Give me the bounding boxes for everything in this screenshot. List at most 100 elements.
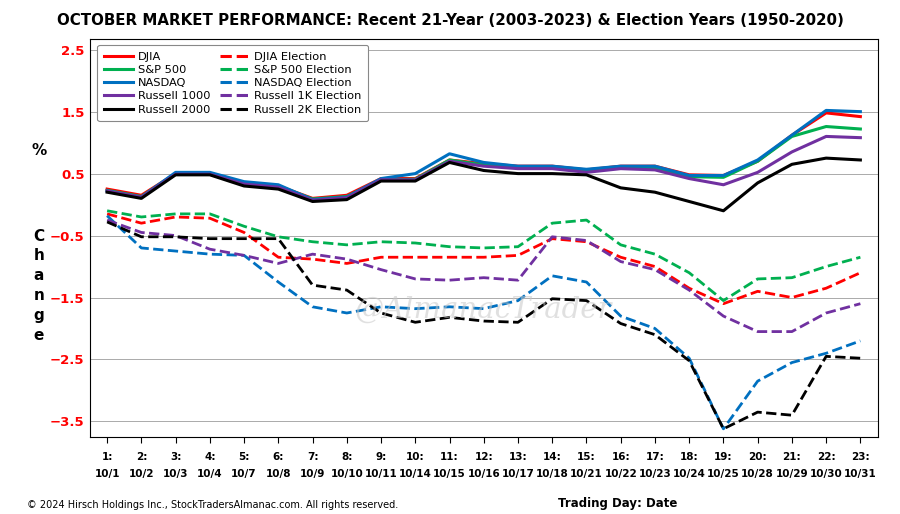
S&P 500 xyxy=(410,176,420,182)
S&P 500 Election xyxy=(273,234,284,240)
Text: 20:: 20: xyxy=(749,452,767,462)
NASDAQ Election xyxy=(273,279,284,285)
S&P 500 xyxy=(479,162,490,168)
S&P 500 Election xyxy=(238,223,249,229)
NASDAQ xyxy=(341,194,352,200)
Russell 1K Election xyxy=(170,232,181,238)
DJIA Election xyxy=(204,215,215,222)
Russell 2K Election xyxy=(547,296,558,302)
NASDAQ xyxy=(718,172,729,178)
NASDAQ xyxy=(684,172,695,178)
Text: 10/14: 10/14 xyxy=(399,469,432,479)
DJIA xyxy=(410,175,420,181)
Russell 1000 xyxy=(787,149,797,155)
S&P 500 xyxy=(375,177,386,183)
S&P 500 Election xyxy=(375,238,386,245)
Russell 2K Election xyxy=(273,235,284,242)
Text: 10/16: 10/16 xyxy=(467,469,500,479)
Text: 22:: 22: xyxy=(817,452,835,462)
NASDAQ Election xyxy=(238,252,249,259)
NASDAQ xyxy=(787,132,797,138)
Russell 1K Election xyxy=(307,251,318,257)
Russell 2K Election xyxy=(684,358,695,364)
S&P 500 Election xyxy=(547,220,558,226)
Text: 10/23: 10/23 xyxy=(639,469,671,479)
Russell 2K Election xyxy=(718,426,729,432)
Line: NASDAQ: NASDAQ xyxy=(107,111,860,199)
S&P 500 Election xyxy=(855,254,866,260)
DJIA xyxy=(650,163,661,169)
Russell 1K Election xyxy=(444,277,454,283)
S&P 500 Election xyxy=(170,211,181,217)
Line: Russell 1000: Russell 1000 xyxy=(107,136,860,200)
S&P 500 Election xyxy=(341,242,352,248)
DJIA Election xyxy=(547,235,558,242)
DJIA Election xyxy=(273,254,284,260)
S&P 500 Election xyxy=(821,264,832,270)
Russell 1K Election xyxy=(616,259,626,265)
Text: 6:: 6: xyxy=(273,452,284,462)
NASDAQ Election xyxy=(341,310,352,316)
S&P 500 xyxy=(170,171,181,177)
Russell 1000 xyxy=(855,135,866,141)
Russell 1K Election xyxy=(273,261,284,267)
Text: 1:: 1: xyxy=(102,452,112,462)
NASDAQ Election xyxy=(410,306,420,312)
Text: %: % xyxy=(32,142,47,158)
S&P 500 xyxy=(752,158,763,164)
S&P 500 Election xyxy=(684,270,695,276)
Text: 10/28: 10/28 xyxy=(742,469,774,479)
Russell 2000 xyxy=(616,185,626,191)
Russell 1000 xyxy=(238,181,249,187)
DJIA Election xyxy=(341,261,352,267)
Text: @AlmanacTrader: @AlmanacTrader xyxy=(356,296,612,323)
Text: 10/8: 10/8 xyxy=(266,469,291,479)
Russell 1K Election xyxy=(650,267,661,273)
S&P 500 Election xyxy=(787,274,797,281)
NASDAQ xyxy=(273,181,284,188)
Russell 1000 xyxy=(547,166,558,172)
Text: 10/3: 10/3 xyxy=(163,469,188,479)
DJIA Election xyxy=(684,285,695,291)
DJIA Election xyxy=(102,211,112,217)
Line: DJIA Election: DJIA Election xyxy=(107,214,860,304)
Russell 1000 xyxy=(752,169,763,175)
S&P 500 xyxy=(273,183,284,189)
DJIA Election xyxy=(513,252,524,259)
S&P 500 Election xyxy=(752,276,763,282)
Russell 2000 xyxy=(273,186,284,192)
Russell 2000 xyxy=(684,198,695,205)
NASDAQ xyxy=(581,166,592,172)
Russell 2000 xyxy=(341,196,352,203)
NASDAQ xyxy=(616,163,626,169)
Russell 2000 xyxy=(513,171,524,177)
S&P 500 xyxy=(616,164,626,171)
Line: Russell 2K Election: Russell 2K Election xyxy=(107,222,860,429)
S&P 500 xyxy=(855,126,866,132)
S&P 500 xyxy=(787,133,797,139)
S&P 500 xyxy=(547,164,558,171)
Russell 1K Election xyxy=(479,274,490,281)
DJIA xyxy=(273,183,284,189)
NASDAQ xyxy=(307,196,318,203)
Russell 2K Election xyxy=(170,234,181,240)
Russell 1K Election xyxy=(752,328,763,335)
Russell 1000 xyxy=(581,169,592,175)
S&P 500 Election xyxy=(307,238,318,245)
Text: 10/18: 10/18 xyxy=(536,469,569,479)
Russell 1000 xyxy=(821,133,832,139)
Russell 2000 xyxy=(752,180,763,186)
DJIA xyxy=(102,186,112,192)
DJIA Election xyxy=(307,256,318,262)
Russell 1000 xyxy=(479,163,490,169)
Russell 2000 xyxy=(102,189,112,195)
S&P 500 Election xyxy=(136,214,147,220)
Text: Trading Day: Date: Trading Day: Date xyxy=(558,497,678,510)
DJIA xyxy=(479,160,490,167)
Russell 2K Election xyxy=(444,314,454,320)
DJIA Election xyxy=(479,254,490,260)
DJIA Election xyxy=(616,254,626,260)
Russell 2K Election xyxy=(581,298,592,304)
Text: 10/21: 10/21 xyxy=(570,469,603,479)
Russell 1K Election xyxy=(684,287,695,293)
